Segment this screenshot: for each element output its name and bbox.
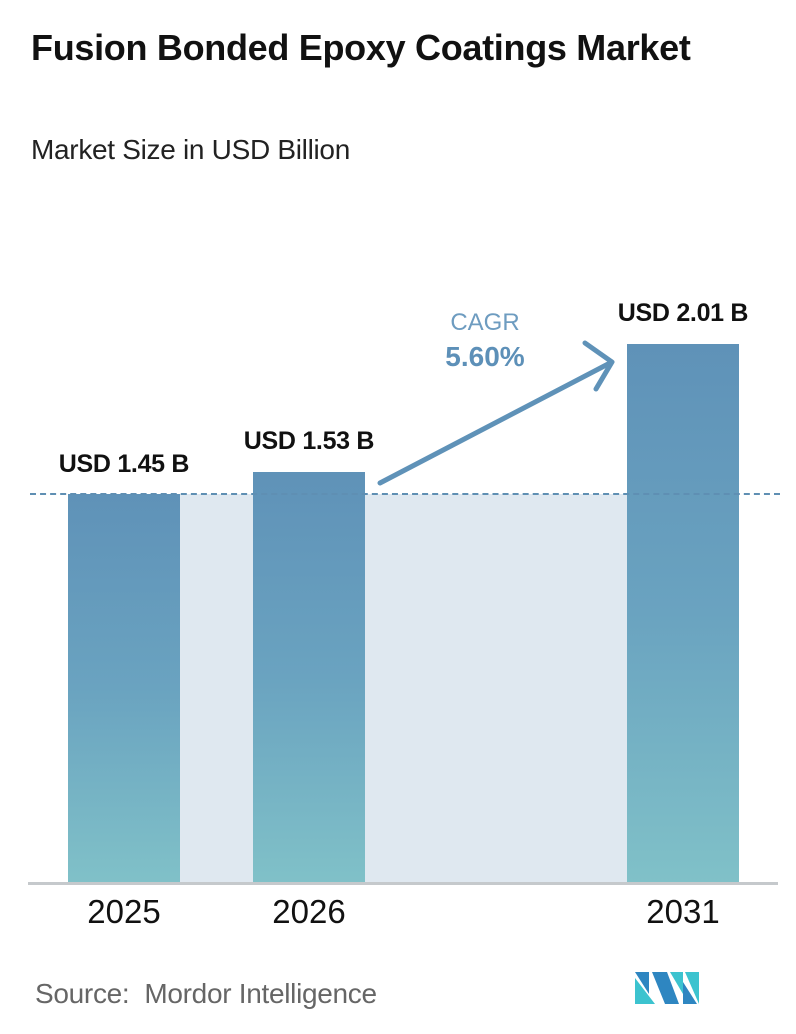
reference-dashed-line [30,493,780,495]
x-tick-2025: 2025 [87,893,161,930]
chart-title: Fusion Bonded Epoxy Coatings Market [31,27,691,68]
mordor-intelligence-logo-icon [635,972,699,1004]
x-tick-2026: 2026 [272,893,346,930]
bar-2026 [253,472,365,883]
source-text: Source: Mordor Intelligence [35,978,377,1009]
x-axis-baseline [28,882,778,885]
bar-2025 [68,494,180,883]
value-label-2031: USD 2.01 B [617,299,749,327]
x-tick-2031: 2031 [646,893,720,930]
cagr-label: CAGR [450,309,520,336]
bar-2031 [627,344,739,883]
chart-subtitle: Market Size in USD Billion [31,134,350,165]
value-label-2025: USD 1.45 B [58,450,190,478]
value-label-2026: USD 1.53 B [243,427,375,455]
cagr-value: 5.60% [445,341,525,372]
